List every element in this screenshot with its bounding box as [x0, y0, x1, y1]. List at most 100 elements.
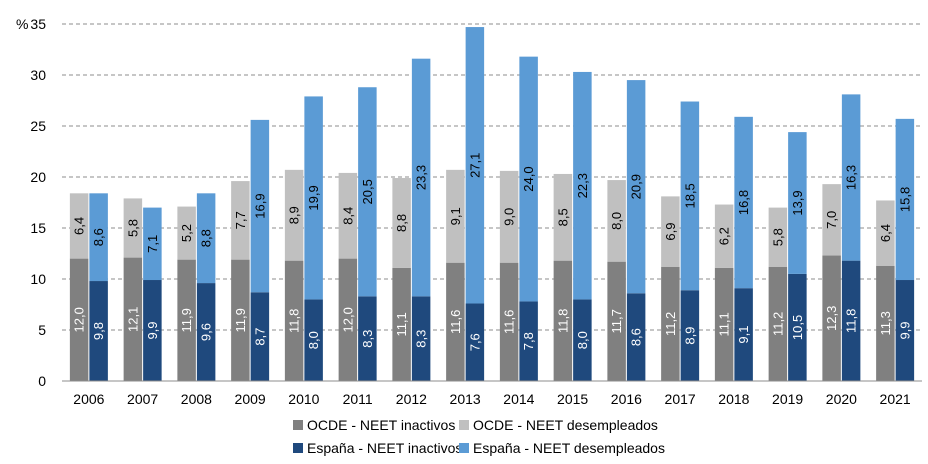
data-label: 11,1	[394, 312, 409, 336]
data-label: 8,6	[91, 228, 106, 246]
bar-ocde-neet-desempleados-2008	[177, 206, 196, 260]
bar-ocde-neet-inactivos-2010	[284, 260, 304, 381]
data-label: 7,7	[233, 211, 248, 229]
x-tick-label: 2020	[826, 391, 857, 407]
bar-españa-neet-desempleados-2006	[89, 193, 108, 282]
x-tick-label: 2011	[343, 391, 373, 407]
legend-label: España - NEET desempleados	[473, 440, 665, 456]
data-label: 11,6	[502, 310, 517, 334]
data-label: 24,0	[521, 166, 536, 191]
bar-ocde-neet-inactivos-2020	[822, 255, 841, 381]
x-tick-label: 2008	[181, 391, 212, 407]
bar-españa-neet-desempleados-2007	[143, 207, 162, 281]
data-label: 8,4	[340, 207, 355, 225]
data-label: 11,8	[555, 309, 570, 333]
data-label: 19,9	[306, 185, 321, 210]
bar-españa-neet-inactivos-2017	[680, 290, 700, 381]
data-label: 12,0	[340, 307, 355, 332]
x-tick-label: 2013	[450, 391, 481, 407]
bar-españa-neet-desempleados-2011	[358, 87, 377, 297]
bar-ocde-neet-desempleados-2014	[499, 170, 519, 263]
bar-ocde-neet-inactivos-2007	[123, 257, 143, 381]
bar-ocde-neet-inactivos-2008	[177, 259, 196, 381]
data-label: 6,2	[717, 227, 732, 245]
bar-ocde-neet-inactivos-2014	[499, 262, 519, 381]
data-label: 12,0	[72, 307, 87, 332]
bar-ocde-neet-inactivos-2011	[338, 258, 358, 381]
y-tick-label: 10	[30, 271, 46, 287]
y-axis-unit-label: %	[16, 16, 28, 32]
data-label: 8,0	[575, 331, 590, 349]
data-label: 8,9	[682, 327, 697, 345]
bar-españa-neet-inactivos-2014	[519, 301, 538, 381]
legend-swatch	[293, 443, 303, 453]
bar-españa-neet-desempleados-2012	[411, 58, 431, 297]
bar-españa-neet-inactivos-2008	[196, 283, 216, 381]
y-tick-label: 25	[30, 118, 46, 134]
data-label: 22,3	[575, 173, 590, 198]
data-label: 9,8	[91, 322, 106, 340]
y-tick-label: 30	[30, 67, 46, 83]
bar-ocde-neet-desempleados-2007	[123, 198, 143, 258]
bar-ocde-neet-inactivos-2006	[69, 258, 89, 381]
data-label: 5,2	[179, 224, 194, 242]
x-tick-label: 2019	[772, 391, 803, 407]
data-label: 11,8	[287, 309, 302, 333]
data-label: 8,7	[252, 328, 267, 346]
data-label: 7,6	[467, 333, 482, 351]
bar-ocde-neet-desempleados-2010	[284, 169, 304, 261]
data-label: 12,1	[125, 307, 140, 332]
x-tick-label: 2010	[288, 391, 319, 407]
data-label: 5,8	[125, 219, 140, 237]
legend-label: España - NEET inactivos	[307, 440, 462, 456]
bar-ocde-neet-inactivos-2018	[714, 267, 734, 381]
x-tick-label: 2016	[611, 391, 642, 407]
bar-españa-neet-desempleados-2018	[734, 116, 753, 289]
bar-españa-neet-inactivos-2009	[250, 292, 270, 381]
bar-españa-neet-inactivos-2010	[304, 299, 323, 381]
data-label: 23,3	[414, 165, 429, 190]
bar-españa-neet-desempleados-2016	[626, 80, 646, 294]
bar-ocde-neet-desempleados-2018	[714, 204, 734, 268]
data-label: 9,9	[897, 321, 912, 339]
bar-españa-neet-desempleados-2019	[788, 132, 807, 274]
data-label: 8,3	[414, 330, 429, 348]
bar-ocde-neet-desempleados-2012	[392, 178, 411, 268]
bar-ocde-neet-desempleados-2017	[661, 196, 680, 267]
data-label: 11,2	[663, 312, 678, 336]
legend-swatch	[459, 443, 469, 453]
bar-ocde-neet-inactivos-2016	[607, 261, 626, 381]
bar-ocde-neet-inactivos-2013	[446, 262, 465, 381]
bar-españa-neet-inactivos-2006	[89, 281, 108, 381]
bar-ocde-neet-inactivos-2017	[661, 266, 680, 381]
bar-españa-neet-inactivos-2019	[788, 273, 807, 381]
bar-españa-neet-inactivos-2013	[465, 303, 485, 381]
data-label: 6,9	[663, 223, 678, 241]
x-tick-label: 2007	[127, 391, 158, 407]
bar-ocde-neet-inactivos-2019	[768, 266, 788, 381]
bar-ocde-neet-desempleados-2006	[69, 193, 89, 259]
bar-españa-neet-inactivos-2011	[358, 296, 377, 381]
data-label: 11,3	[878, 311, 893, 335]
bar-españa-neet-desempleados-2014	[519, 56, 538, 302]
data-label: 7,8	[521, 332, 536, 350]
x-tick-label: 2006	[73, 391, 104, 407]
data-label: 6,4	[72, 217, 87, 235]
data-label: 13,9	[790, 190, 805, 215]
data-label: 9,1	[448, 207, 463, 225]
y-tick-label: 5	[38, 322, 46, 338]
data-label: 11,9	[233, 308, 248, 332]
data-label: 12,3	[824, 306, 839, 331]
bar-españa-neet-inactivos-2018	[734, 288, 753, 381]
data-label: 8,9	[287, 206, 302, 224]
bar-españa-neet-inactivos-2015	[573, 299, 592, 381]
x-tick-label: 2015	[557, 391, 588, 407]
data-label: 10,5	[790, 315, 805, 340]
data-label: 5,8	[770, 228, 785, 246]
data-label: 7,1	[145, 235, 160, 253]
data-label: 11,1	[717, 312, 732, 336]
bar-ocde-neet-desempleados-2019	[768, 207, 788, 267]
data-label: 9,6	[199, 323, 214, 341]
bar-ocde-neet-inactivos-2009	[231, 259, 250, 381]
